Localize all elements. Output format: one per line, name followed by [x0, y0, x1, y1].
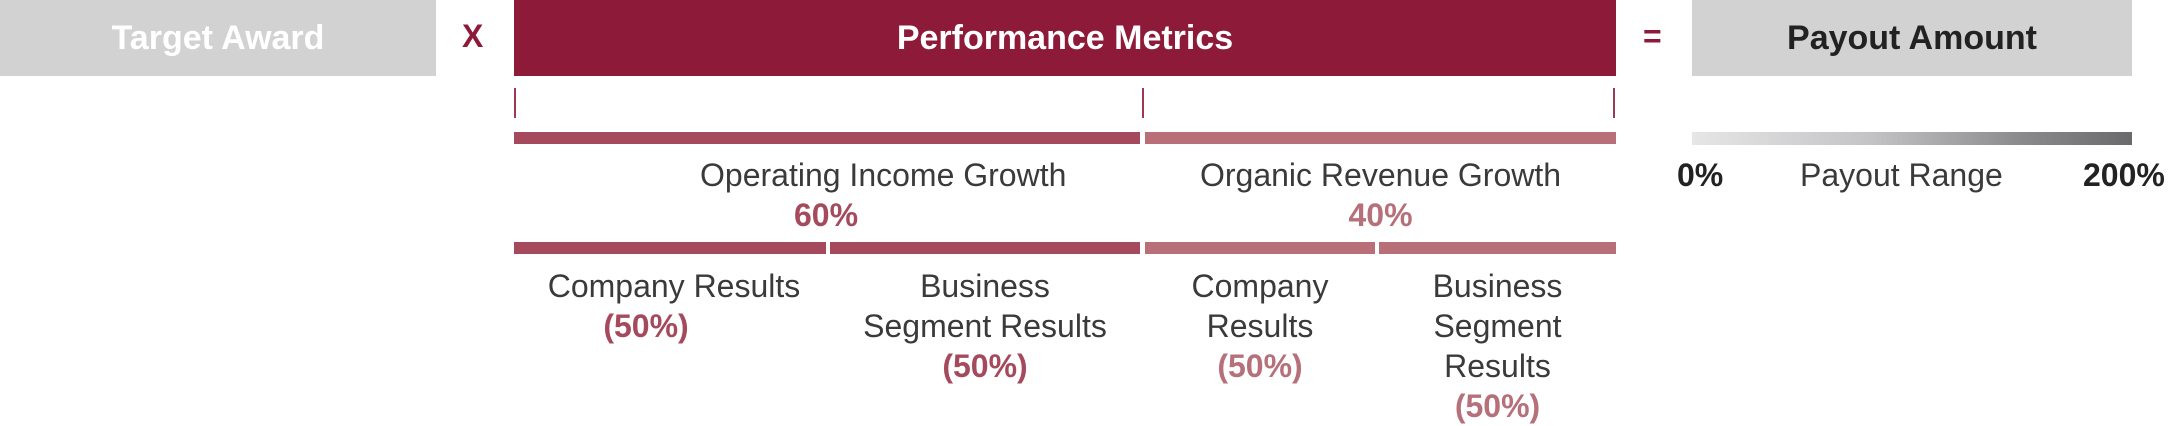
or-company-results: Company Results (50%) — [1145, 266, 1375, 386]
payout-range-min: 0% — [1677, 157, 1724, 193]
organic-revenue-bar — [1145, 132, 1616, 144]
payout-range-max: 200% — [2083, 157, 2165, 193]
oi-segment-results: Business Segment Results (50%) — [830, 266, 1140, 386]
or-segment-results: Business Segment Results (50%) — [1379, 266, 1616, 426]
operating-income-bar — [514, 132, 1140, 144]
organic-revenue-weight: 40% — [1348, 197, 1413, 233]
payout-amount-box: Payout Amount — [1692, 0, 2132, 76]
or-company-results-line-1: Company — [1191, 268, 1329, 304]
or-company-results-line-2: Results — [1206, 308, 1314, 344]
payout-range-label: Payout Range — [1800, 157, 2003, 193]
operating-income-label: Operating Income Growth — [700, 157, 1067, 193]
payout-range-gradient-bar — [1692, 132, 2132, 145]
payout-amount-label: Payout Amount — [1787, 18, 2037, 57]
operating-income-weight: 60% — [794, 197, 859, 233]
oi-segment-bar — [830, 242, 1140, 254]
bracket-tick-middle — [1142, 88, 1144, 118]
or-segment-results-line-3: Results — [1444, 348, 1551, 384]
oi-segment-results-line-1: Business — [920, 268, 1050, 304]
oi-company-results-line-1: Company Results — [547, 268, 801, 304]
or-segment-results-weight: (50%) — [1454, 388, 1541, 424]
target-award-box: Target Award — [0, 0, 436, 76]
or-segment-bar — [1379, 242, 1616, 254]
oi-company-results: Company Results (50%) — [514, 266, 834, 346]
bracket-tick-right — [1613, 88, 1615, 118]
or-segment-results-line-2: Segment — [1433, 308, 1562, 344]
oi-segment-results-line-2: Segment Results — [863, 308, 1107, 344]
performance-metrics-box: Performance Metrics — [514, 0, 1616, 76]
organic-revenue-label-block: Organic Revenue Growth 40% — [1145, 155, 1616, 235]
target-award-label: Target Award — [111, 18, 325, 57]
performance-metrics-label: Performance Metrics — [896, 18, 1234, 57]
oi-segment-results-weight: (50%) — [942, 348, 1028, 384]
organic-revenue-label: Organic Revenue Growth — [1199, 157, 1562, 193]
bracket-tick-left — [514, 88, 516, 118]
or-company-results-weight: (50%) — [1217, 348, 1303, 384]
or-company-bar — [1145, 242, 1375, 254]
or-segment-results-line-1: Business — [1432, 268, 1563, 304]
equals-operator: = — [1643, 18, 1662, 54]
oi-company-results-weight: (50%) — [603, 308, 689, 344]
multiply-operator: X — [462, 18, 484, 54]
oi-company-bar — [514, 242, 826, 254]
